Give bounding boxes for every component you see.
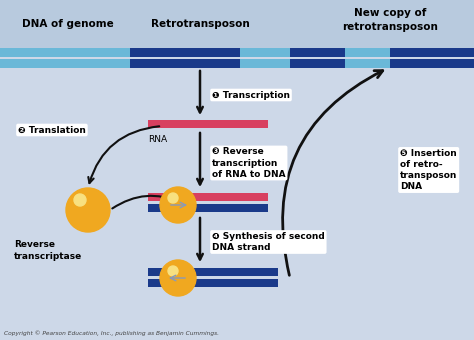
Text: ❷ Translation: ❷ Translation — [18, 125, 86, 135]
Bar — [290, 59, 345, 68]
Bar — [0, 59, 474, 68]
Bar — [148, 268, 278, 276]
Text: ❶ Transcription: ❶ Transcription — [212, 90, 290, 100]
Text: ❺ Insertion
of retro-
transposon
DNA: ❺ Insertion of retro- transposon DNA — [400, 149, 457, 191]
Text: Copyright © Pearson Education, Inc., publishing as Benjamin Cummings.: Copyright © Pearson Education, Inc., pub… — [4, 330, 219, 336]
Bar — [148, 193, 268, 201]
Bar — [130, 48, 240, 57]
Circle shape — [74, 194, 86, 206]
Bar — [0, 0, 474, 48]
Text: Reverse
transcriptase: Reverse transcriptase — [14, 240, 82, 261]
Text: New copy of
retrotransposon: New copy of retrotransposon — [342, 8, 438, 32]
Bar — [148, 279, 278, 287]
Bar — [290, 48, 345, 57]
Text: ❹ Synthesis of second
DNA strand: ❹ Synthesis of second DNA strand — [212, 232, 325, 252]
Text: RNA: RNA — [148, 135, 167, 144]
Bar — [130, 59, 240, 68]
Bar — [148, 204, 268, 212]
FancyArrowPatch shape — [283, 71, 383, 275]
Circle shape — [168, 266, 178, 276]
Bar — [148, 120, 268, 128]
Bar — [0, 48, 474, 57]
Text: DNA of genome: DNA of genome — [22, 19, 114, 29]
Circle shape — [66, 188, 110, 232]
Circle shape — [160, 187, 196, 223]
Text: ❸ Reverse
transcription
of RNA to DNA: ❸ Reverse transcription of RNA to DNA — [212, 148, 286, 178]
Bar — [390, 59, 474, 68]
Circle shape — [168, 193, 178, 203]
Bar — [390, 48, 474, 57]
Circle shape — [160, 260, 196, 296]
Text: Retrotransposon: Retrotransposon — [151, 19, 249, 29]
